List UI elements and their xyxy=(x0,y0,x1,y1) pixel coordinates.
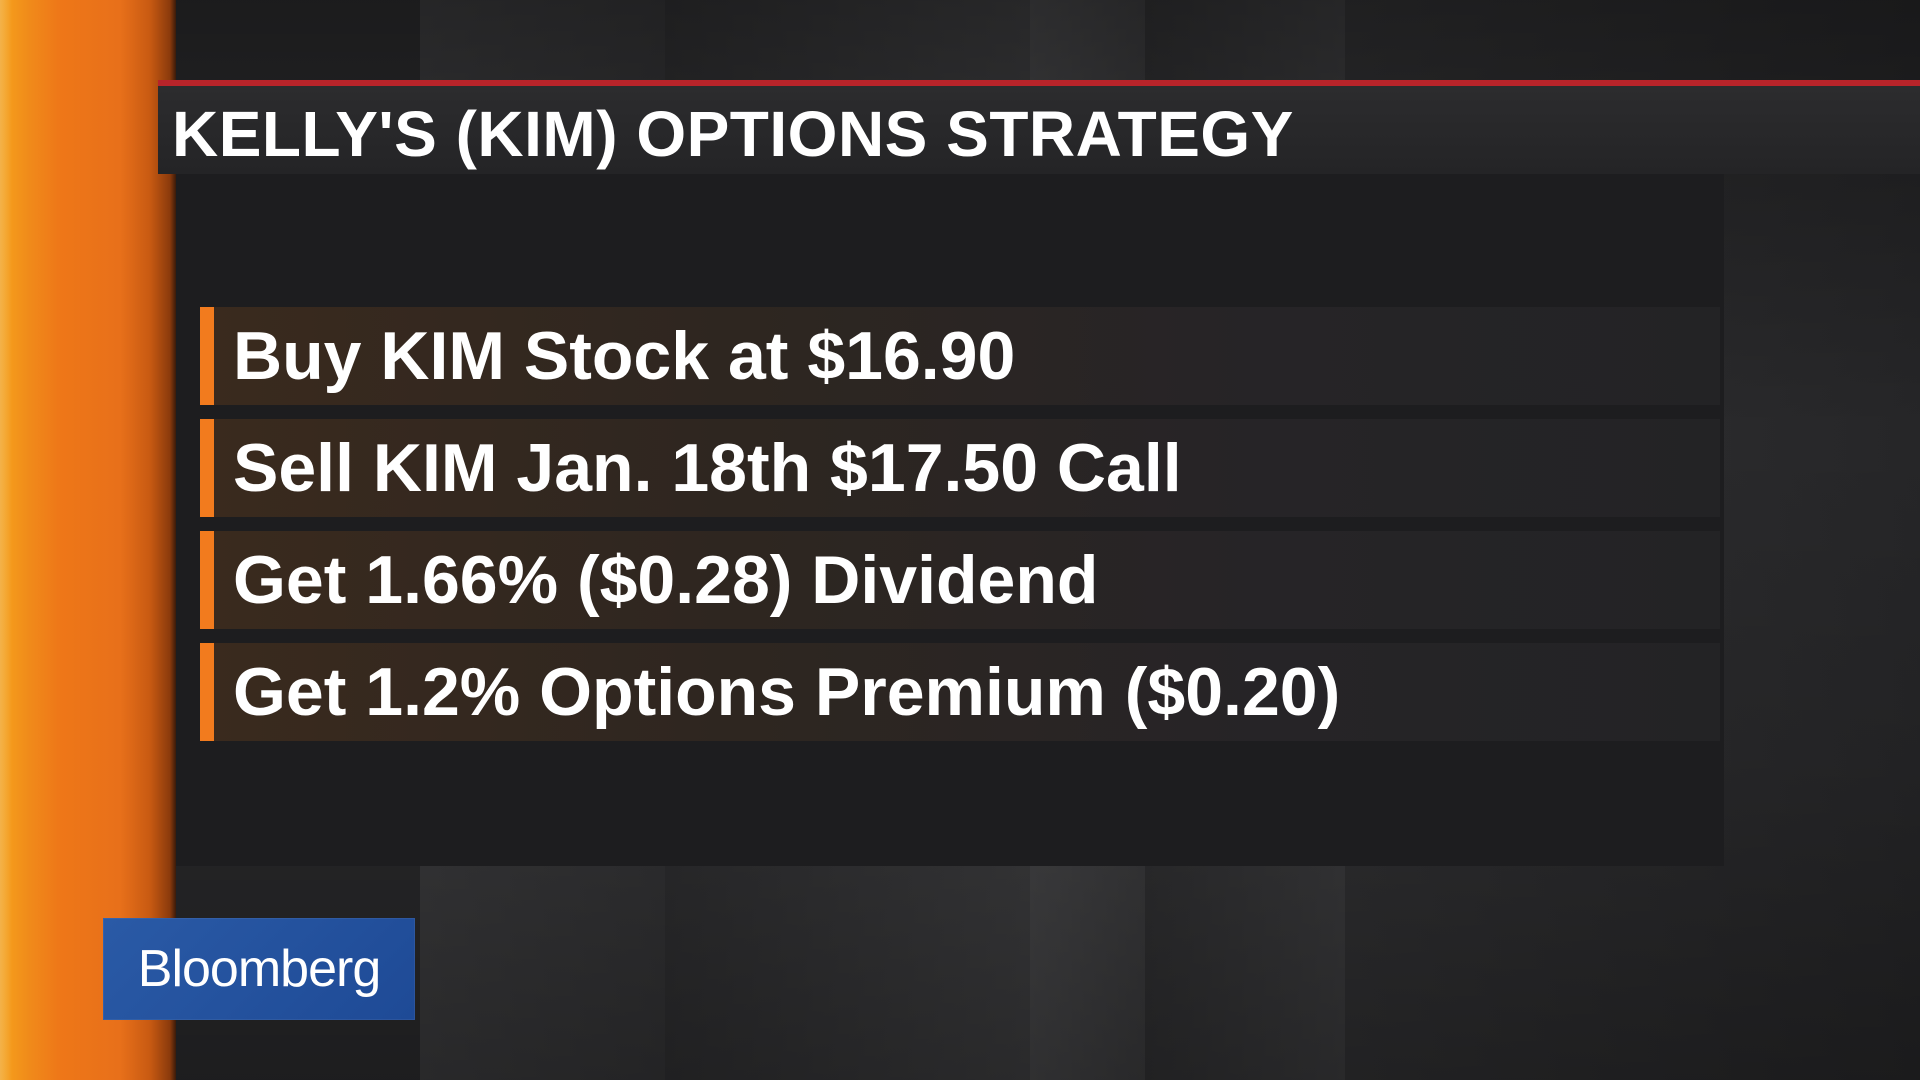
strategy-item-label: Get 1.2% Options Premium ($0.20) xyxy=(233,654,1341,730)
strategy-item: Sell KIM Jan. 18th $17.50 Call xyxy=(200,419,1720,517)
strategy-item-accent xyxy=(200,643,214,741)
strategy-item: Get 1.66% ($0.28) Dividend xyxy=(200,531,1720,629)
bloomberg-logo: Bloomberg xyxy=(103,918,415,1020)
strategy-item: Get 1.2% Options Premium ($0.20) xyxy=(200,643,1720,741)
strategy-item-label: Sell KIM Jan. 18th $17.50 Call xyxy=(233,430,1182,506)
logo-text: Bloomberg xyxy=(137,940,381,998)
title-bar: KELLY'S (KIM) OPTIONS STRATEGY xyxy=(158,80,1920,174)
orange-side-bar xyxy=(0,0,176,1080)
strategy-item-label: Get 1.66% ($0.28) Dividend xyxy=(233,542,1099,618)
strategy-list: Buy KIM Stock at $16.90 Sell KIM Jan. 18… xyxy=(200,307,1720,755)
content-panel xyxy=(176,174,1724,866)
orange-bar-highlight xyxy=(0,0,12,1080)
strategy-item-label: Buy KIM Stock at $16.90 xyxy=(233,318,1016,394)
strategy-item-accent xyxy=(200,419,214,517)
strategy-item: Buy KIM Stock at $16.90 xyxy=(200,307,1720,405)
strategy-item-accent xyxy=(200,307,214,405)
graphic-title: KELLY'S (KIM) OPTIONS STRATEGY xyxy=(172,98,1294,170)
strategy-item-accent xyxy=(200,531,214,629)
